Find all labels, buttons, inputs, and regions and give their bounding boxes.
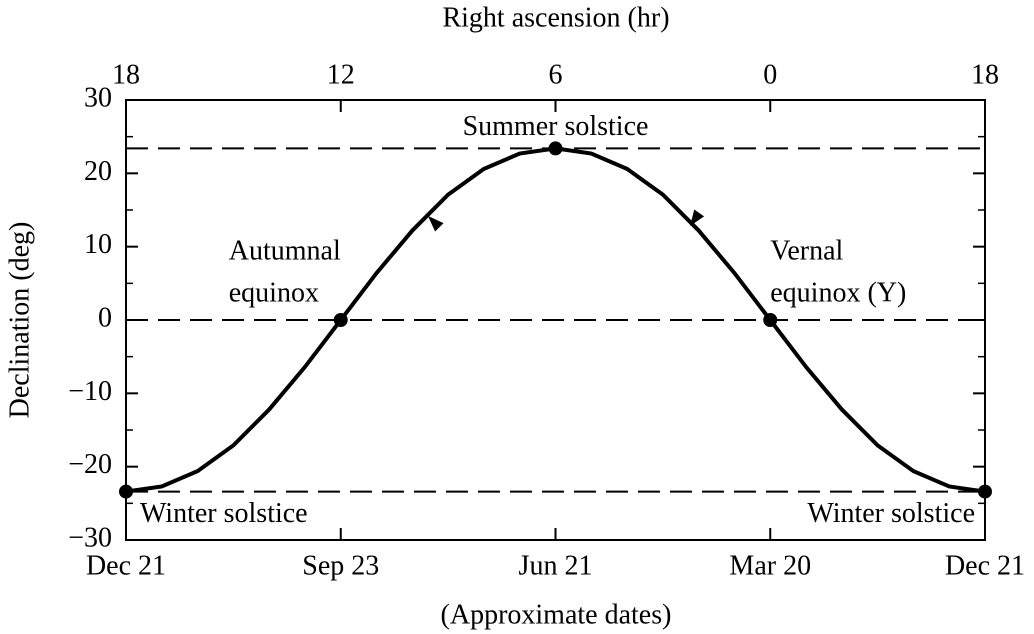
point-label: Vernal xyxy=(770,235,843,266)
x-tick-label: 6 xyxy=(549,59,563,90)
date-label: Mar 20 xyxy=(729,550,811,581)
y-tick-label: 20 xyxy=(84,156,112,187)
point-label: equinox xyxy=(229,277,319,308)
y-tick-label: 30 xyxy=(84,82,112,113)
event-point xyxy=(763,313,778,327)
point-label: equinox (Υ) xyxy=(770,277,906,308)
x-tick-label: 12 xyxy=(327,59,355,90)
point-label: Winter solstice xyxy=(140,498,308,529)
date-label: Jun 21 xyxy=(519,550,593,581)
y-tick-label: 10 xyxy=(84,229,112,260)
date-label: Dec 21 xyxy=(945,550,1025,581)
x-tick-label: 0 xyxy=(763,59,777,90)
y-axis-label: Declination (deg) xyxy=(4,222,35,419)
direction-arrow xyxy=(428,216,444,232)
date-label: Dec 21 xyxy=(86,550,166,581)
y-tick-label: 0 xyxy=(98,302,112,333)
point-label: Winter solstice xyxy=(807,498,975,529)
y-tick-label: −10 xyxy=(68,376,112,407)
point-label: Summer solstice xyxy=(463,111,649,142)
y-tick-label: −30 xyxy=(68,522,112,553)
event-point xyxy=(333,313,348,327)
chart-title: Right ascension (hr) xyxy=(442,2,669,33)
x-tick-label: 18 xyxy=(971,59,999,90)
date-label: Sep 23 xyxy=(302,550,379,581)
event-point xyxy=(548,141,563,156)
event-point xyxy=(978,484,992,499)
direction-arrow xyxy=(690,209,705,226)
x-axis-label: (Approximate dates) xyxy=(441,599,672,630)
event-point xyxy=(119,484,133,499)
point-label: Autumnal xyxy=(229,235,341,266)
x-tick-label: 18 xyxy=(112,59,140,90)
y-tick-label: −20 xyxy=(68,449,112,480)
